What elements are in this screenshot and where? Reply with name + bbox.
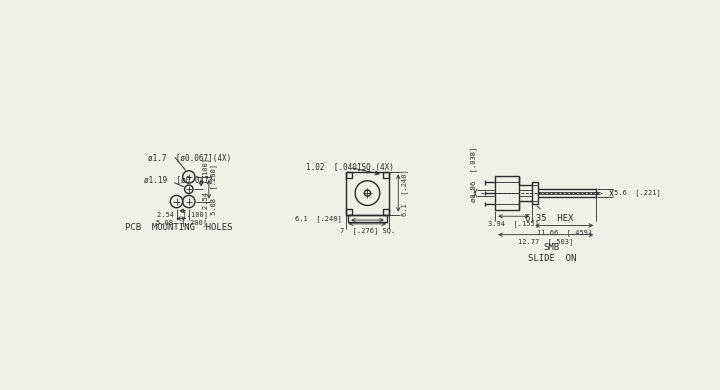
Bar xyxy=(346,172,389,214)
Text: 3.94  [.155]: 3.94 [.155] xyxy=(488,220,539,227)
Text: 11.66  [.459]: 11.66 [.459] xyxy=(536,229,592,236)
Text: 6.35  HEX: 6.35 HEX xyxy=(525,206,573,223)
Bar xyxy=(348,215,387,222)
Text: 5.08  [.200]: 5.08 [.200] xyxy=(210,164,217,215)
Bar xyxy=(346,209,352,214)
Text: 1.02  [.040]SQ.(4X): 1.02 [.040]SQ.(4X) xyxy=(306,163,394,175)
Text: 12.77  [.503]: 12.77 [.503] xyxy=(518,239,573,245)
Bar xyxy=(383,172,389,178)
Text: 7  [.276] SQ.: 7 [.276] SQ. xyxy=(340,228,395,234)
Text: 5.6  [.221]: 5.6 [.221] xyxy=(614,190,661,197)
Text: 2.54  [.100]: 2.54 [.100] xyxy=(157,211,208,218)
Text: ø0.96  [.038]: ø0.96 [.038] xyxy=(470,147,477,202)
Bar xyxy=(532,182,539,204)
Text: 2.54  [.100]: 2.54 [.100] xyxy=(203,158,210,209)
Text: SMB
SLIDE  ON: SMB SLIDE ON xyxy=(528,243,576,263)
Text: 6.1  [.240]: 6.1 [.240] xyxy=(401,170,408,216)
Bar xyxy=(495,176,519,210)
Text: ø1.19  [ø0.047]: ø1.19 [ø0.047] xyxy=(144,176,214,184)
Text: 5.08  [.200]: 5.08 [.200] xyxy=(156,219,207,226)
Bar xyxy=(346,172,352,178)
Bar xyxy=(383,209,389,214)
Text: PCB  MOUNTING  HOLES: PCB MOUNTING HOLES xyxy=(125,223,233,232)
Text: 6.1  [.240]: 6.1 [.240] xyxy=(295,215,342,222)
Text: ø1.7  [ø0.067](4X): ø1.7 [ø0.067](4X) xyxy=(148,154,231,163)
